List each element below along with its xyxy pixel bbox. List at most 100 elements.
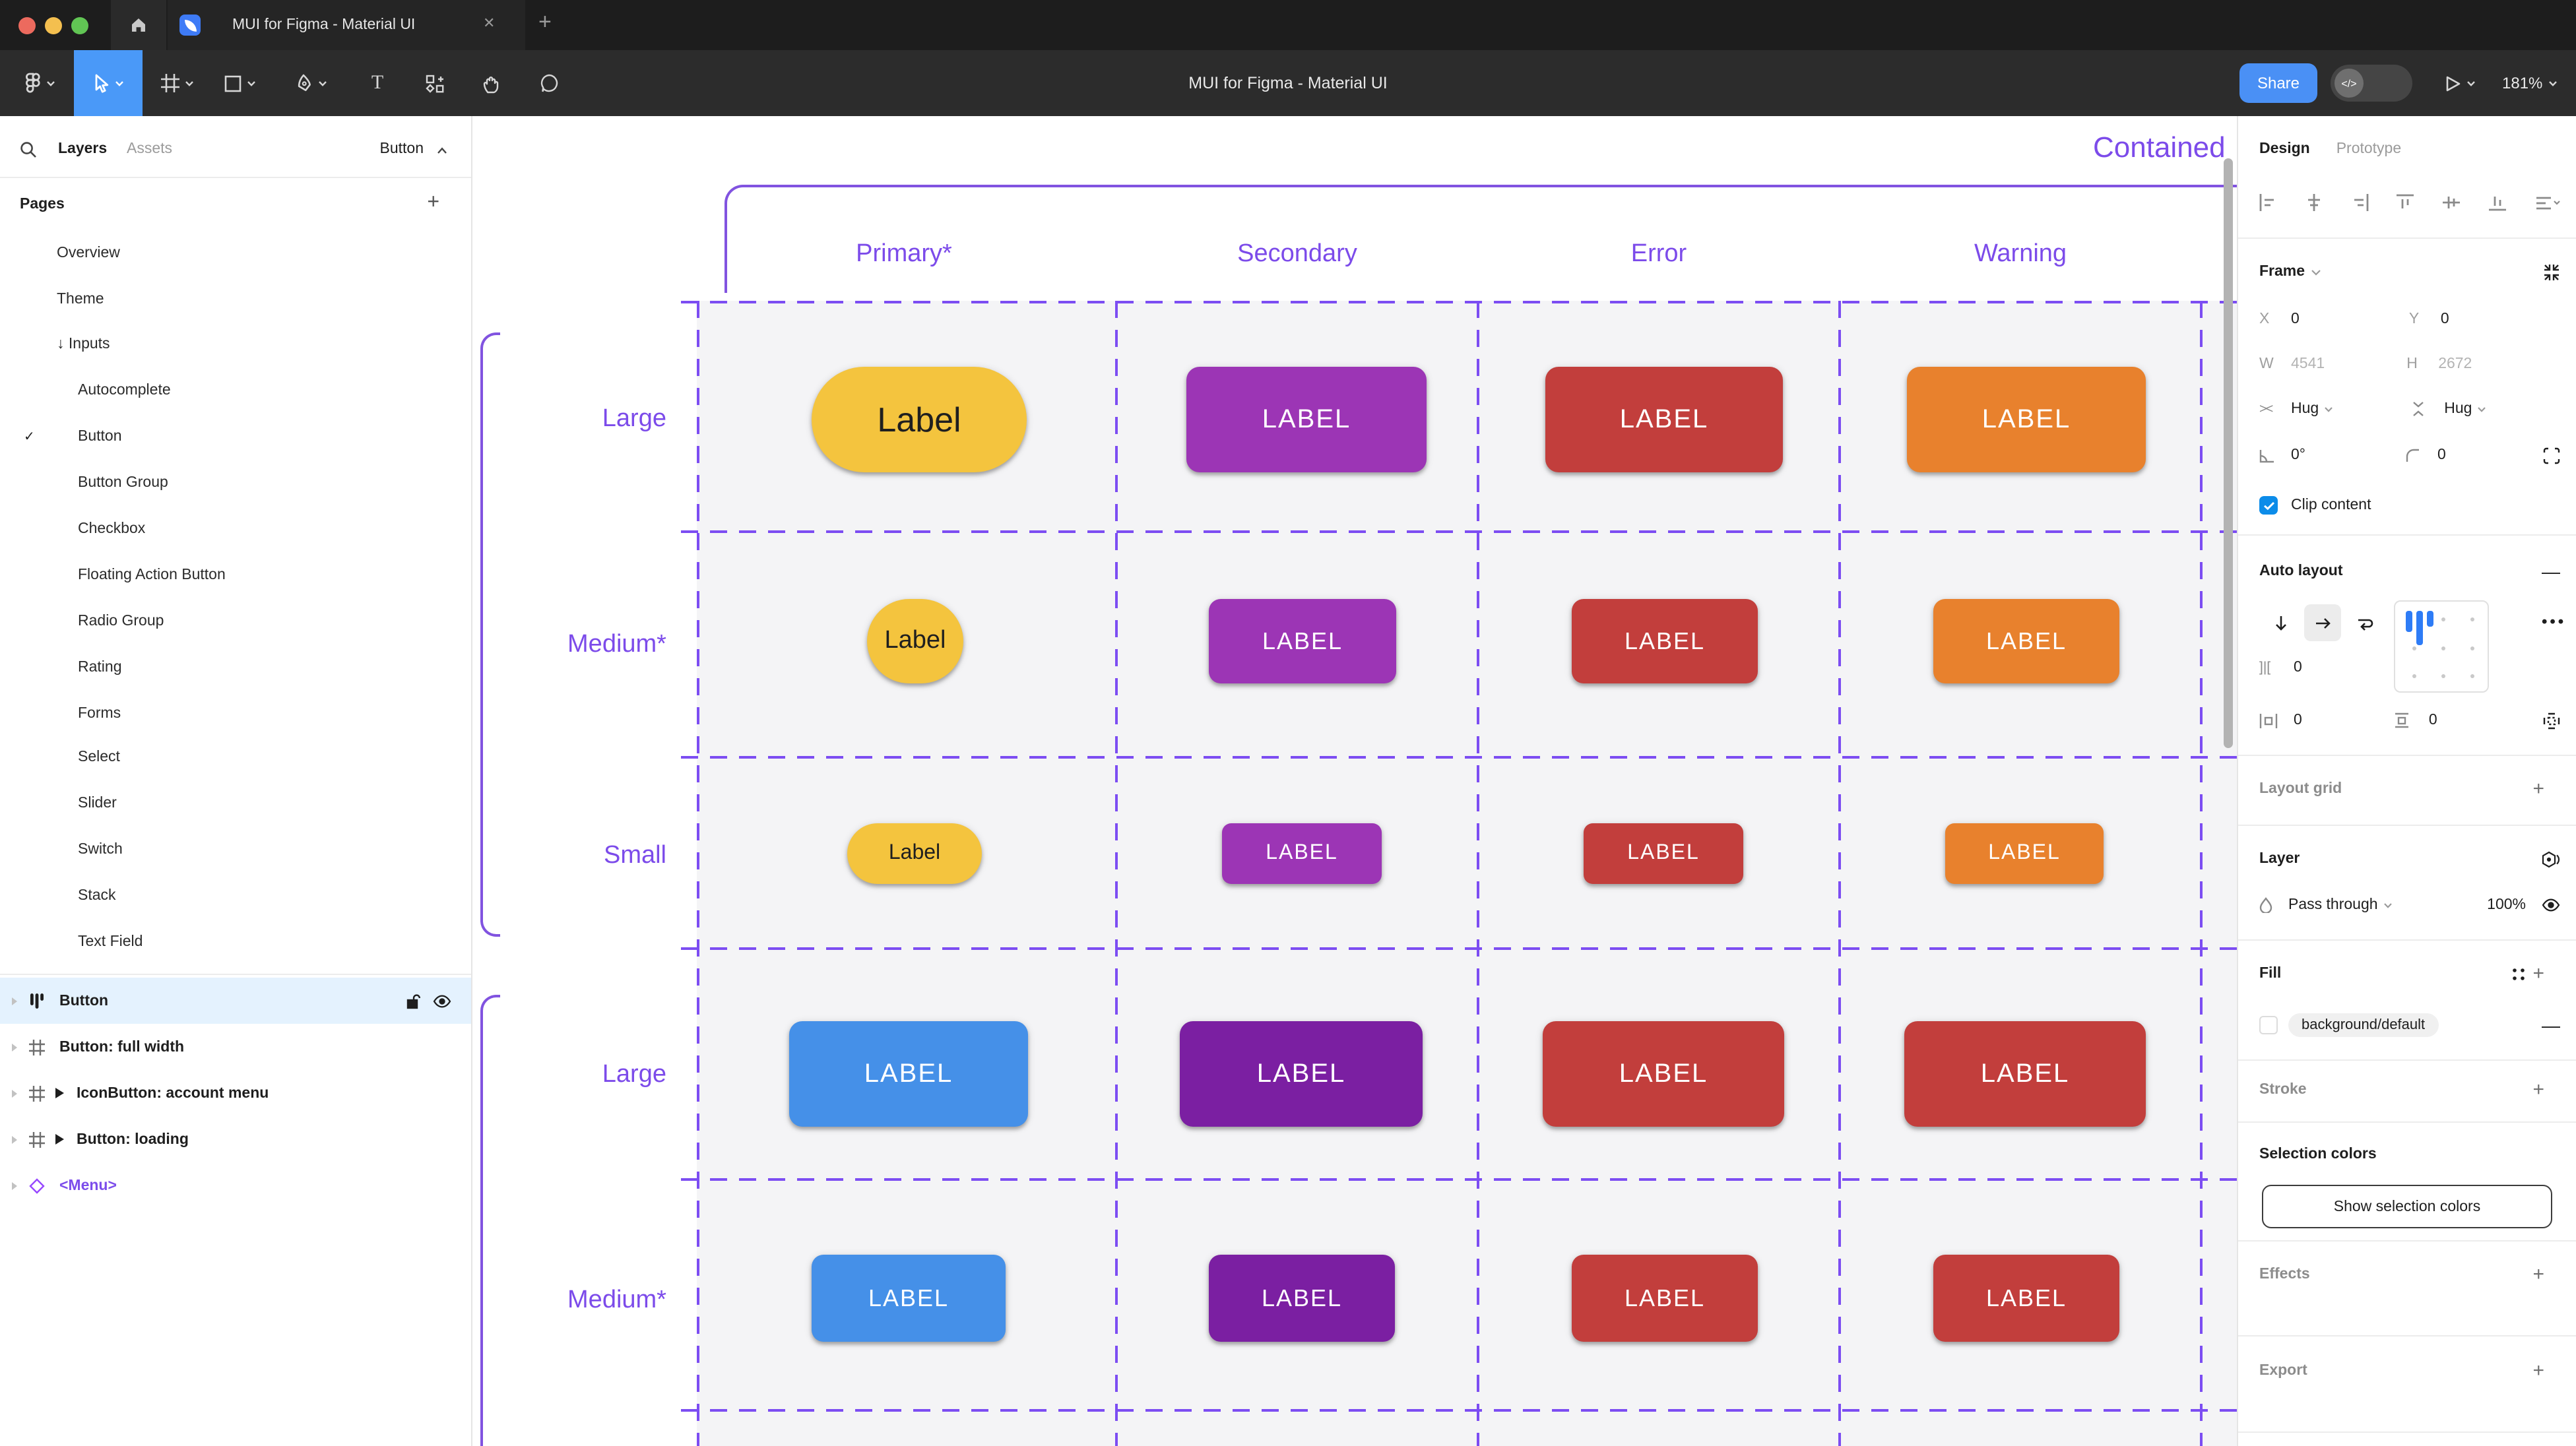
page-item-inputs[interactable]: ↓ Inputs [0,322,471,367]
canvas[interactable]: Contained Primary* Secondary Error Warning … [472,116,2237,1446]
expand-chevron-icon[interactable] [11,1180,18,1191]
add-layout-grid-icon[interactable]: + [2532,778,2544,800]
vertical-padding-value[interactable]: 0 [2428,712,2437,728]
canvas-button-medium-error[interactable]: LABEL [1572,1255,1758,1342]
add-stroke-icon[interactable]: + [2532,1079,2544,1101]
shape-tool-button[interactable] [211,50,269,116]
canvas-button-large-error[interactable]: LABEL [1543,1021,1784,1127]
tab-layers[interactable]: Layers [58,141,108,157]
canvas-button-large-primary[interactable]: Label [812,367,1027,472]
expand-chevron-icon[interactable] [11,1042,18,1052]
add-export-icon[interactable]: + [2532,1360,2544,1382]
canvas-button-small-primary[interactable]: Label [847,823,982,884]
page-item-stack[interactable]: Stack [0,873,471,918]
remove-fill-icon[interactable]: — [2542,1015,2560,1036]
page-item-slider[interactable]: Slider [0,781,471,826]
canvas-button-medium-primary[interactable]: Label [867,599,963,683]
page-item-switch[interactable]: Switch [0,827,471,872]
window-close-button[interactable] [18,17,36,34]
canvas-button-medium-error[interactable]: LABEL [1572,599,1758,683]
add-effect-icon[interactable]: + [2532,1263,2544,1286]
move-tool-button[interactable] [74,50,143,116]
layer-item-2[interactable]: IconButton: account menu [0,1070,471,1116]
visibility-icon[interactable] [2542,898,2560,912]
auto-layout-alignment-box[interactable] [2394,600,2489,693]
auto-layout-more-icon[interactable]: ••• [2542,612,2567,631]
dev-mode-toggle[interactable]: </> [2331,65,2412,102]
canvas-button-small-warning[interactable]: LABEL [1945,823,2104,884]
tab-design[interactable]: Design [2259,141,2310,157]
page-selector[interactable]: Button [379,141,424,157]
fill-styles-icon[interactable] [2511,966,2526,981]
add-fill-icon[interactable]: + [2532,962,2544,985]
home-tab-button[interactable] [111,0,166,50]
remove-auto-layout-icon[interactable]: — [2542,561,2560,582]
page-item-forms[interactable]: Forms [0,691,471,736]
page-item-select[interactable]: Select [0,735,471,780]
canvas-button-large-secondary[interactable]: LABEL [1186,367,1427,472]
gap-value[interactable]: 0 [2294,660,2302,676]
new-tab-button[interactable]: + [538,9,552,34]
align-right-icon[interactable] [2351,193,2368,210]
frame-tool-button[interactable] [148,50,206,116]
y-value[interactable]: 0 [2440,311,2449,327]
canvas-button-large-primary[interactable]: LABEL [789,1021,1028,1127]
align-top-icon[interactable] [2397,193,2414,210]
rotation-value[interactable]: 0° [2291,447,2305,463]
show-selection-colors-button[interactable]: Show selection colors [2262,1185,2552,1228]
share-button[interactable]: Share [2239,63,2317,103]
hand-tool-button[interactable] [465,50,517,116]
frame-section-header[interactable]: Frame [2259,264,2305,280]
expand-chevron-icon[interactable] [11,995,18,1006]
actions-tool-button[interactable] [409,50,459,116]
auto-layout-vertical-icon[interactable] [2262,604,2299,641]
window-minimize-button[interactable] [45,17,62,34]
page-item-radio-group[interactable]: Radio Group [0,599,471,644]
document-tab[interactable]: MUI for Figma - Material UI [168,0,525,50]
page-item-autocomplete[interactable]: Autocomplete [0,368,471,413]
fill-token-chip[interactable]: background/default [2288,1013,2439,1037]
layer-item-button-selected[interactable]: Button [0,978,471,1024]
corner-radius-value[interactable]: 0 [2437,447,2446,463]
independent-corners-icon[interactable] [2543,447,2560,464]
independent-padding-icon[interactable] [2543,712,2560,729]
present-button[interactable] [2433,50,2486,116]
canvas-scrollbar[interactable] [2224,158,2233,748]
unlock-icon[interactable] [406,993,421,1009]
canvas-button-large-secondary[interactable]: LABEL [1180,1021,1423,1127]
layer-styles-icon[interactable] [2540,850,2560,867]
expand-chevron-icon[interactable] [11,1134,18,1145]
play-icon[interactable] [54,1087,65,1099]
tab-assets[interactable]: Assets [127,141,173,157]
layer-item-1[interactable]: Button: full width [0,1024,471,1070]
canvas-button-medium-warning[interactable]: LABEL [1933,599,2119,683]
canvas-button-medium-primary[interactable]: LABEL [812,1255,1006,1342]
align-left-icon[interactable] [2259,193,2276,210]
hug-horizontal-value[interactable]: Hug [2291,401,2319,417]
page-item-text-field[interactable]: Text Field [0,920,471,964]
layer-item-3[interactable]: Button: loading [0,1116,471,1162]
tab-close-icon[interactable]: ✕ [483,16,496,32]
canvas-button-medium-warning[interactable]: LABEL [1933,1255,2119,1342]
text-tool-button[interactable]: T [371,72,384,93]
align-v-center-icon[interactable] [2443,193,2461,210]
canvas-button-medium-secondary[interactable]: LABEL [1209,1255,1395,1342]
x-value[interactable]: 0 [2291,311,2300,327]
shrink-to-fit-icon[interactable] [2543,263,2560,280]
fill-color-swatch[interactable] [2259,1016,2278,1034]
page-item-rating[interactable]: Rating [0,645,471,690]
eye-icon[interactable] [433,994,451,1007]
canvas-button-large-warning[interactable]: LABEL [1904,1021,2146,1127]
hug-vertical-value[interactable]: Hug [2444,401,2472,417]
page-item-button-group[interactable]: Button Group [0,460,471,505]
clip-content-checkbox[interactable] [2259,496,2278,515]
window-zoom-button[interactable] [71,17,88,34]
canvas-button-large-warning[interactable]: LABEL [1907,367,2146,472]
expand-chevron-icon[interactable] [11,1088,18,1098]
search-icon[interactable] [20,141,37,158]
opacity-value[interactable]: 100% [2487,897,2526,913]
auto-layout-wrap-icon[interactable] [2346,604,2383,641]
auto-layout-horizontal-icon[interactable] [2304,604,2341,641]
zoom-level-menu[interactable]: 181% [2502,50,2557,116]
add-page-button[interactable]: + [427,191,439,214]
